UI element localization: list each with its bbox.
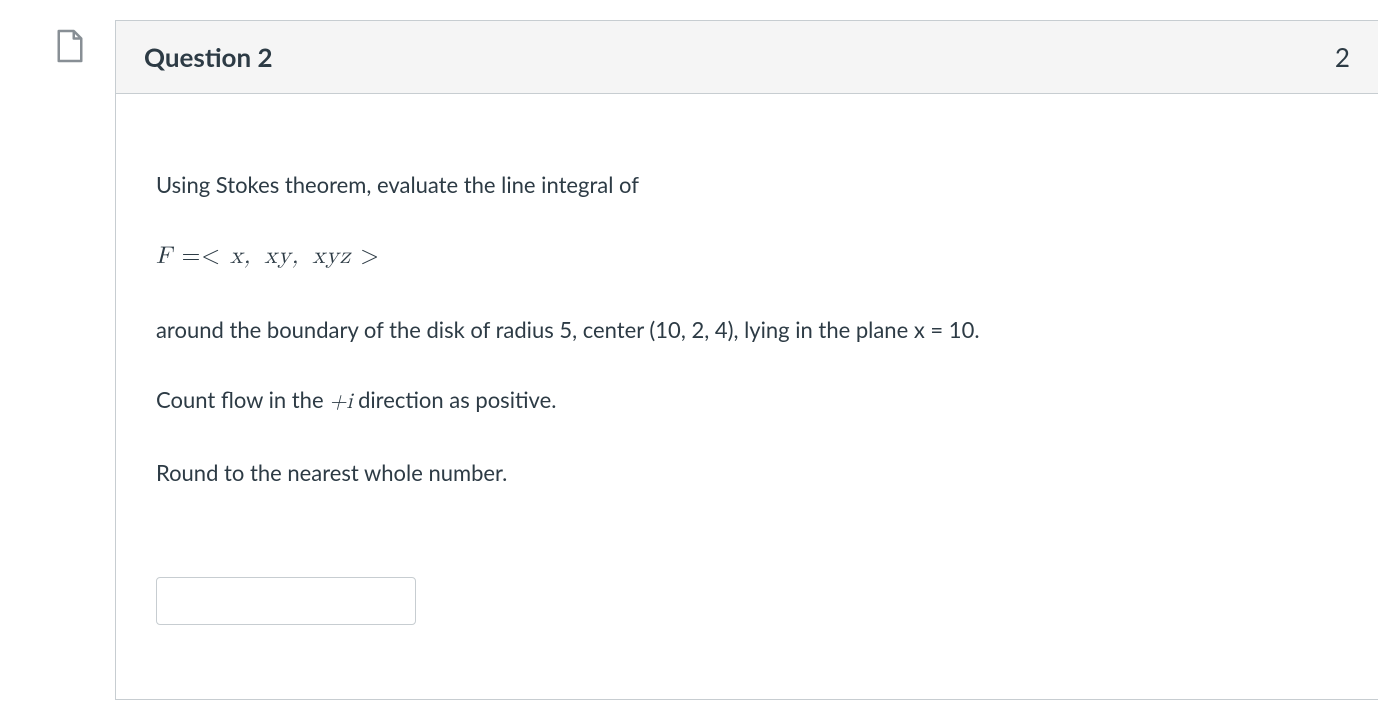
page-root: Question 2 2 Using Stokes theorem, evalu… — [0, 0, 1378, 700]
prompt-line-1: Using Stokes theorem, evaluate the line … — [156, 164, 1338, 206]
formula-lhs: F — [156, 244, 173, 268]
prompt-line-2: around the boundary of the disk of radiu… — [156, 309, 1338, 351]
prompt-line-3: Count flow in the +i direction as positi… — [156, 379, 1338, 424]
status-gutter — [55, 20, 115, 700]
question-points: 2 — [1335, 41, 1350, 73]
page-status-icon — [55, 45, 85, 69]
question-card: Question 2 2 Using Stokes theorem, evalu… — [115, 20, 1378, 700]
answer-input[interactable] — [156, 577, 416, 625]
question-header: Question 2 2 — [116, 21, 1378, 94]
question-title: Question 2 — [144, 41, 273, 73]
line3-post: direction as positive. — [352, 386, 556, 413]
line3-pre: Count flow in the — [156, 386, 329, 413]
prompt-line-4: Round to the nearest whole number. — [156, 452, 1338, 494]
formula-line: F =< x, xy, xyz > — [156, 234, 1338, 280]
question-body: Using Stokes theorem, evaluate the line … — [116, 94, 1378, 665]
formula-rhs: x, xy, xyz — [230, 244, 351, 268]
line3-math: +i — [329, 391, 352, 413]
